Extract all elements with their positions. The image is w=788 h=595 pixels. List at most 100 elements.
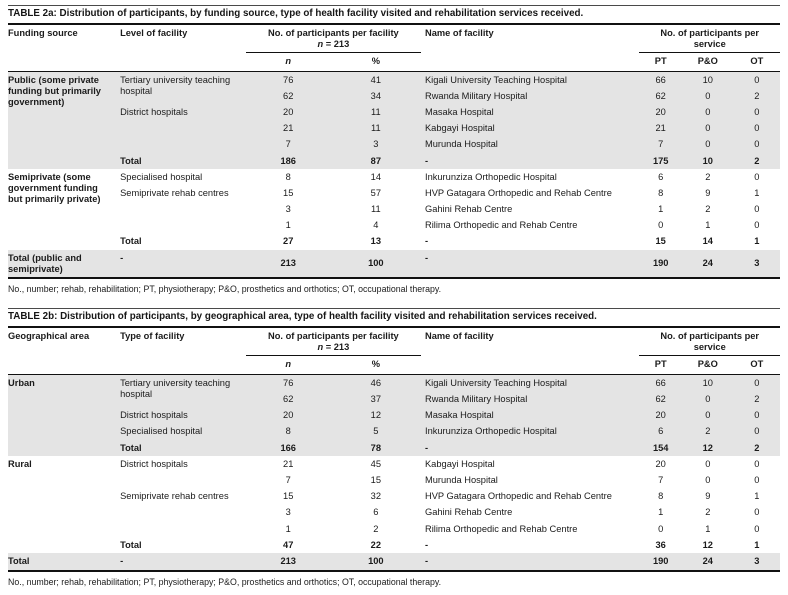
cell-percent: 4 <box>373 220 379 231</box>
cell-facility-name: - <box>424 539 429 550</box>
cell-facility-type: Semiprivate rehab centres <box>120 491 229 502</box>
cell-percent: 22 <box>370 539 381 550</box>
cell-n: 21 <box>245 120 331 137</box>
table-2a-header-row-2: n % PT P&O OT <box>8 52 780 72</box>
cell-percent: 11 <box>330 120 421 137</box>
table-grand-total-row: Total - 213 100 - 190 24 3 <box>8 553 780 572</box>
cell-n: 3 <box>285 507 291 518</box>
cell-ot: 1 <box>754 539 760 550</box>
cell-pt: 15 <box>655 236 666 247</box>
table-row: District hospitals 20 12 Masaka Hospital… <box>8 407 780 424</box>
header-level-of-facility: Level of facility <box>116 25 246 72</box>
cell-facility-name: Gahini Rehab Centre <box>424 507 513 518</box>
header-participants-line1: No. of participants per facility <box>268 28 399 38</box>
cell-ot: 0 <box>754 523 760 534</box>
cell-ot: 0 <box>733 423 780 440</box>
cell-ot: 0 <box>733 104 780 121</box>
cell-pt: 154 <box>639 440 682 457</box>
table-2a: Funding source Level of facility No. of … <box>8 25 780 280</box>
table-2a-footnote: No., number; rehab, rehabilitation; PT, … <box>8 284 442 295</box>
table-row: Specialised hospital 8 5 Inkurunziza Ort… <box>8 423 780 440</box>
cell-po: 12 <box>681 440 734 457</box>
header-sub-n: n <box>245 52 331 72</box>
cell-n: 47 <box>283 539 294 550</box>
cell-ot: 0 <box>754 458 760 469</box>
table-row: Semiprivate rehab centres 15 57 HVP Gata… <box>8 185 780 201</box>
cell-pt: 62 <box>639 391 682 408</box>
cell-n: 3 <box>285 204 291 215</box>
cell-percent: 12 <box>330 407 421 424</box>
cell-facility-name: Masaka Hospital <box>420 407 640 424</box>
cell-funding-source: Total (public and semiprivate) <box>8 250 117 280</box>
table-2b-footnote: No., number; rehab, rehabilitation; PT, … <box>8 576 442 587</box>
cell-ot: 2 <box>733 152 780 170</box>
cell-percent: 6 <box>373 507 379 518</box>
cell-percent: 5 <box>330 423 421 440</box>
cell-n: 76 <box>245 374 331 392</box>
table-row: 62 34 Rwanda Military Hospital 62 0 2 <box>8 88 780 105</box>
cell-facility-level: Specialised hospital <box>120 171 203 182</box>
cell-pt: 0 <box>658 220 664 231</box>
table-row: Semiprivate (some government funding but… <box>8 169 780 204</box>
table-2b-header-row-1: Geographical area Type of facility No. o… <box>8 328 780 376</box>
cell-po: 24 <box>681 250 734 280</box>
cell-facility-name: Kigali University Teaching Hospital <box>420 374 640 392</box>
header-sub-n: n <box>245 355 331 376</box>
cell-facility-name: Rilima Orthopedic and Rehab Centre <box>424 220 578 231</box>
cell-n: 1 <box>285 523 291 534</box>
cell-pt: 1 <box>658 204 664 215</box>
cell-po: 0 <box>705 474 711 485</box>
cell-facility-level: District hospitals <box>116 104 246 153</box>
cell-facility-name: - <box>420 553 640 572</box>
table-2b-title: TABLE 2b: Distribution of participants, … <box>8 309 780 329</box>
header-funding-source: Funding source <box>8 25 117 72</box>
cell-po: 0 <box>681 88 734 105</box>
header-sub-percent: % <box>330 355 421 376</box>
cell-pt: 0 <box>658 523 664 534</box>
cell-po: 10 <box>681 71 734 89</box>
table-row: 1 2 Rilima Orthopedic and Rehab Centre 0… <box>8 521 780 537</box>
cell-facility-name: Murunda Hospital <box>424 474 498 485</box>
cell-pt: 7 <box>658 474 664 485</box>
cell-pt: 6 <box>639 423 682 440</box>
cell-facility-name: Kabgayi Hospital <box>424 458 495 469</box>
cell-po: 2 <box>705 204 711 215</box>
cell-n: 21 <box>283 458 294 469</box>
header-name-of-facility: Name of facility <box>420 328 640 376</box>
cell-facility-name: Inkurunziza Orthopedic Hospital <box>420 423 640 440</box>
cell-po: 12 <box>702 539 713 550</box>
cell-percent: 100 <box>330 250 421 280</box>
cell-po: 0 <box>681 136 734 153</box>
cell-n: 7 <box>245 136 331 153</box>
cell-facility-name: Gahini Rehab Centre <box>424 204 513 215</box>
cell-percent: 11 <box>371 204 381 215</box>
cell-funding-source: Semiprivate (some government funding but… <box>8 171 101 204</box>
cell-pt: 36 <box>655 539 666 550</box>
cell-n: 76 <box>245 71 331 89</box>
table-row: Rural District hospitals 21 45 Kabgayi H… <box>8 456 780 472</box>
cell-percent: 11 <box>330 104 421 121</box>
cell-percent: 32 <box>370 491 381 502</box>
cell-po: 9 <box>705 491 711 502</box>
header-sub-pt: PT <box>639 355 682 376</box>
header-participants-line1: No. of participants per facility <box>268 331 399 342</box>
header-participants-per-service-group: No. of participants per service <box>639 328 780 357</box>
cell-po: 1 <box>705 523 711 534</box>
cell-po: 2 <box>705 171 711 182</box>
cell-facility-level: Total <box>120 236 142 247</box>
header-sub-percent: % <box>330 52 421 72</box>
cell-percent: 3 <box>330 136 421 153</box>
cell-facility-type: Total <box>120 539 142 550</box>
table-2a-header-row-1: Funding source Level of facility No. of … <box>8 25 780 72</box>
cell-facility-name: HVP Gatagara Orthopedic and Rehab Centre <box>424 491 612 502</box>
cell-ot: 3 <box>733 250 780 280</box>
table-2a-block: TABLE 2a: Distribution of participants, … <box>8 5 780 295</box>
cell-ot: 1 <box>754 491 760 502</box>
cell-facility-level: - <box>116 250 246 280</box>
cell-po: 10 <box>681 374 734 392</box>
cell-pt: 66 <box>639 71 682 89</box>
cell-pt: 1 <box>658 507 664 518</box>
table-subtotal-row: Total 27 13 - 15 14 1 <box>8 234 780 250</box>
cell-ot: 0 <box>733 374 780 392</box>
